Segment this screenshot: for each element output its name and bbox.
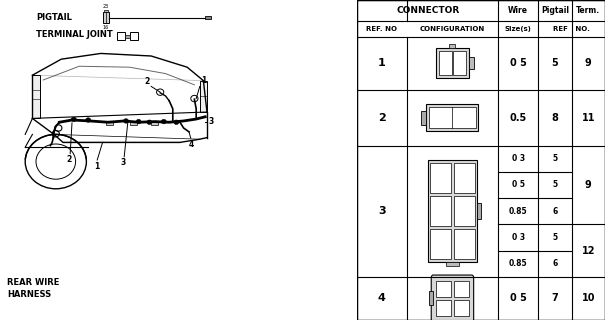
Bar [151, 121, 159, 125]
Text: 7: 7 [551, 293, 558, 303]
Circle shape [71, 117, 76, 122]
Text: 1: 1 [201, 76, 206, 85]
Text: CONFIGURATION: CONFIGURATION [420, 26, 485, 32]
Text: 3: 3 [208, 117, 214, 126]
FancyBboxPatch shape [431, 275, 474, 320]
Text: Term.: Term. [576, 6, 600, 15]
Bar [436, 48, 469, 78]
Bar [422, 110, 427, 124]
Bar [454, 229, 475, 259]
Bar [106, 121, 113, 125]
Text: 12: 12 [581, 245, 595, 256]
Bar [125, 35, 129, 38]
Bar [129, 32, 137, 40]
Text: 3: 3 [120, 158, 126, 167]
Text: 3: 3 [378, 206, 385, 216]
Text: 0 5: 0 5 [510, 293, 526, 303]
Bar [468, 58, 474, 69]
Text: CONNECTOR: CONNECTOR [396, 6, 459, 15]
Bar [446, 262, 459, 266]
Text: REF   NO.: REF NO. [553, 26, 590, 32]
Text: REF. NO: REF. NO [366, 26, 397, 32]
Text: 23: 23 [103, 4, 110, 9]
Circle shape [123, 119, 128, 123]
Bar [429, 291, 433, 305]
Text: 6: 6 [552, 207, 557, 216]
Text: Pigtail: Pigtail [541, 6, 569, 15]
Text: TERMINAL JOINT: TERMINAL JOINT [36, 30, 113, 39]
Bar [33, 75, 39, 118]
Bar [436, 300, 451, 316]
Bar [205, 16, 211, 19]
Circle shape [86, 118, 91, 122]
Text: 2: 2 [144, 77, 149, 86]
Circle shape [136, 119, 141, 124]
Bar [450, 44, 456, 48]
Bar [430, 196, 451, 226]
Text: 11: 11 [581, 113, 595, 123]
Bar [129, 121, 137, 125]
Bar [436, 281, 451, 297]
Text: 10: 10 [581, 293, 595, 303]
Text: 0 5: 0 5 [510, 58, 526, 68]
Bar [453, 51, 466, 75]
Text: 0.5: 0.5 [509, 113, 527, 123]
Bar [454, 281, 469, 297]
Text: PIGTAIL: PIGTAIL [36, 13, 72, 22]
Bar [200, 81, 207, 112]
Text: 4: 4 [189, 140, 194, 149]
Text: 0.85: 0.85 [509, 259, 528, 268]
Text: 0 3: 0 3 [512, 154, 525, 163]
Text: Size(s): Size(s) [505, 26, 532, 32]
Bar [454, 196, 475, 226]
Text: 9: 9 [585, 180, 592, 190]
Text: 0.85: 0.85 [509, 207, 528, 216]
Text: 2: 2 [67, 155, 72, 164]
Bar [439, 51, 452, 75]
Text: 16: 16 [103, 25, 110, 30]
Bar [104, 10, 108, 12]
Text: 4: 4 [378, 293, 386, 303]
Text: 5: 5 [552, 180, 557, 189]
Bar [430, 107, 476, 128]
Circle shape [147, 120, 152, 124]
Text: Wire: Wire [508, 6, 528, 15]
Text: 8: 8 [551, 113, 558, 123]
Text: 5: 5 [552, 154, 557, 163]
Text: 1: 1 [378, 58, 385, 68]
Text: REAR WIRE
HARNESS: REAR WIRE HARNESS [7, 278, 59, 299]
Bar [477, 203, 481, 219]
Bar [427, 104, 479, 131]
Circle shape [174, 120, 179, 124]
Text: 2: 2 [378, 113, 385, 123]
Text: 1: 1 [94, 162, 99, 171]
Circle shape [162, 119, 166, 124]
Text: 6: 6 [552, 259, 557, 268]
Text: 0 3: 0 3 [512, 233, 525, 242]
Text: 5: 5 [551, 58, 558, 68]
Bar [430, 229, 451, 259]
Bar [428, 160, 477, 262]
Text: 0 5: 0 5 [512, 180, 525, 189]
Text: 9: 9 [585, 58, 592, 68]
Bar [454, 163, 475, 193]
Bar [103, 12, 109, 23]
Bar [430, 163, 451, 193]
Bar [454, 300, 469, 316]
Bar [117, 32, 125, 40]
Text: 5: 5 [552, 233, 557, 242]
